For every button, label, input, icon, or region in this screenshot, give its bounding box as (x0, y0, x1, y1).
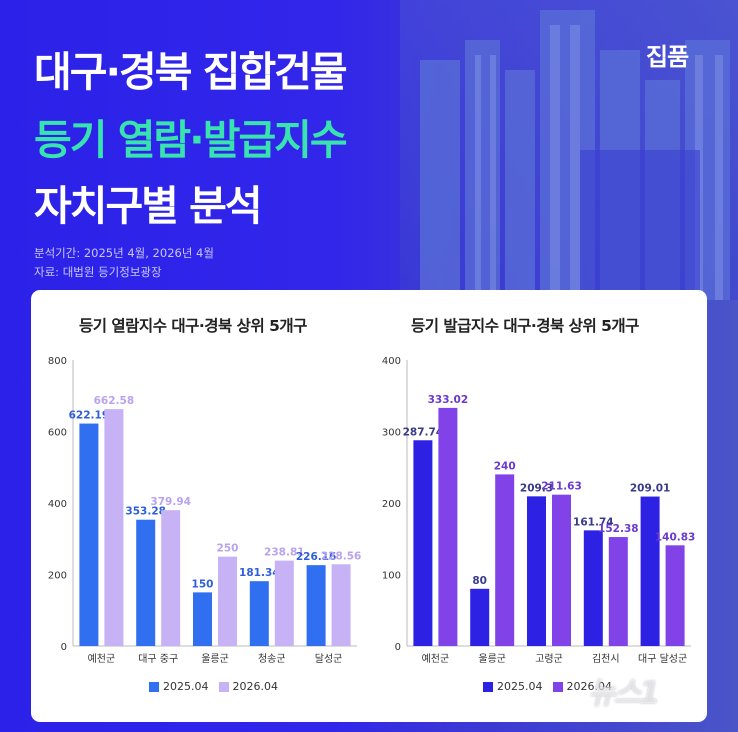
x-tick-label: 예천군 (422, 653, 450, 665)
y-tick-label: 0 (61, 642, 67, 653)
legend-swatch (149, 681, 159, 692)
legend-swatch (483, 681, 493, 692)
data-label: 209.01 (630, 483, 671, 495)
data-label: 226.16 (296, 551, 337, 563)
data-label: 622.19 (69, 410, 110, 422)
legend-item-2026: 2026.04 (218, 680, 279, 693)
left-chart-legend: 2025.04 2026.04 (149, 680, 288, 693)
x-tick-label: 울릉군 (478, 653, 506, 665)
data-label: 140.83 (655, 531, 696, 543)
data-source: 자료: 대법원 등기정보광장 (34, 265, 162, 279)
right-bar-chart: 0 100 200 300 400 287.74 333.02 예천군 80 240 울릉군 209.… (382, 356, 696, 665)
data-label: 181.34 (239, 567, 280, 579)
y-tick-label: 800 (48, 356, 67, 367)
bar (79, 423, 99, 646)
legend-label: 2025.04 (163, 680, 209, 693)
bar (218, 556, 237, 646)
data-label: 238.81 (264, 547, 305, 559)
bar (104, 409, 124, 646)
bar (274, 560, 294, 646)
bar (665, 545, 685, 646)
analysis-period: 분석기간: 2025년 4월, 2026년 4월 (34, 246, 214, 260)
data-label: 209.3 (520, 482, 553, 494)
legend-swatch (218, 681, 229, 692)
bar (331, 564, 351, 646)
bar (470, 588, 490, 646)
y-tick-label: 400 (48, 499, 67, 510)
data-label: 353.28 (125, 506, 166, 518)
data-label: 379.94 (150, 496, 191, 508)
data-label: 150 (192, 578, 214, 590)
x-tick-label: 청송군 (258, 653, 286, 665)
brand-logo: 집품 (646, 43, 689, 71)
data-label: 152.38 (598, 523, 639, 535)
right-chart-title: 등기 발급지수 대구·경북 상위 5개구 (411, 317, 639, 335)
data-label: 287.74 (403, 426, 444, 438)
y-tick-label: 600 (48, 428, 67, 439)
bar (193, 592, 212, 646)
city-skyline-image (400, 0, 738, 300)
data-label: 250 (217, 543, 239, 555)
left-bar-chart: 0 200 400 600 800 622.19 662.58 예천군 353.28379.94… (48, 356, 362, 665)
bar (306, 565, 326, 646)
left-chart-title: 등기 열람지수 대구·경북 상위 5개구 (79, 317, 307, 335)
legend-item-2025: 2025.04 (483, 680, 543, 693)
bar (161, 510, 181, 646)
y-tick-label: 400 (382, 356, 401, 367)
x-tick-label: 예천군 (88, 653, 116, 665)
data-label: 211.63 (541, 481, 582, 493)
bar (608, 537, 628, 646)
bar (640, 496, 660, 646)
legend-label: 2025.04 (497, 680, 543, 693)
data-label: 240 (494, 460, 516, 472)
title-line-3: 자치구별 분석 (34, 182, 263, 230)
y-tick-label: 100 (382, 571, 401, 582)
x-tick-label: 대구 중구 (138, 653, 178, 665)
y-tick-label: 0 (395, 642, 401, 653)
chart-card: 등기 열람지수 대구·경북 상위 5개구 등기 발급지수 대구·경북 상위 5개… (31, 290, 707, 722)
x-tick-label: 고령군 (535, 653, 563, 665)
bar (249, 581, 269, 646)
right-chart-legend: 2025.04 2026.04 (483, 680, 622, 693)
x-tick-label: 대구 달성군 (638, 653, 687, 665)
bar (527, 496, 546, 646)
y-tick-label: 200 (382, 499, 401, 510)
bar (552, 494, 571, 646)
data-label: 662.58 (94, 395, 135, 407)
title-line-2: 등기 열람·발급지수 (34, 116, 348, 164)
legend-swatch (552, 681, 563, 692)
y-tick-label: 200 (48, 571, 67, 582)
legend-label: 2026.04 (566, 680, 613, 693)
x-tick-label: 달성군 (315, 653, 343, 665)
x-tick-label: 김천시 (592, 653, 620, 665)
data-label: 161.74 (573, 516, 614, 528)
bar (438, 407, 458, 646)
bar (495, 474, 515, 646)
data-label: 80 (472, 575, 487, 587)
bar (413, 440, 433, 646)
news1-watermark: 뉴스1 (588, 676, 660, 711)
title-line-1: 대구·경북 집합건물 (34, 48, 348, 96)
legend-item-2025: 2025.04 (149, 680, 209, 693)
x-tick-label: 울릉군 (201, 653, 229, 665)
legend-item-2026: 2026.04 (552, 680, 613, 693)
data-label: 333.02 (428, 394, 469, 406)
y-tick-label: 300 (382, 428, 401, 439)
bar (583, 530, 603, 646)
legend-label: 2026.04 (232, 680, 279, 693)
bar (136, 519, 156, 646)
data-label: 228.56 (321, 550, 362, 562)
